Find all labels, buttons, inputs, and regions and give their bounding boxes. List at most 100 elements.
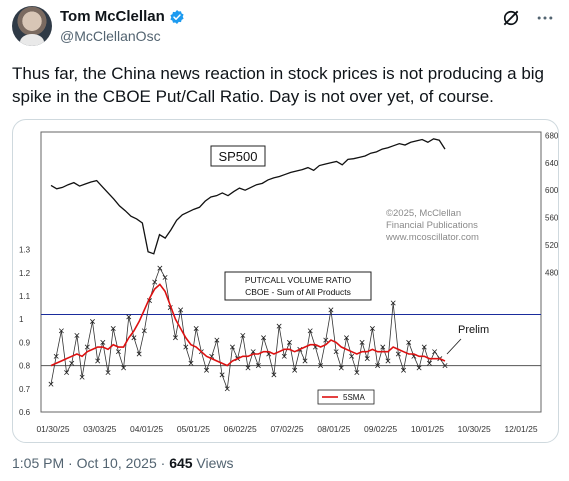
tweet-time[interactable]: 1:05 PM · Oct 10, 2025 · — [12, 455, 170, 471]
put-call-marker — [276, 323, 282, 329]
left-axis-tick-label: 1.2 — [19, 269, 31, 278]
right-axis-tick-label: 6800 — [545, 131, 558, 140]
put-call-marker — [255, 363, 261, 369]
x-axis-tick-label: 08/01/25 — [317, 424, 350, 434]
prelim-arrow — [446, 338, 462, 355]
author-name[interactable]: Tom McClellan — [60, 8, 165, 25]
put-call-marker — [131, 335, 137, 341]
sma5-line — [50, 283, 446, 367]
put-call-marker — [401, 367, 407, 373]
views-label: Views — [192, 455, 234, 471]
x-axis-tick-label: 10/30/25 — [458, 424, 491, 434]
put-call-marker — [281, 353, 287, 359]
x-axis-tick-label: 05/01/25 — [177, 424, 210, 434]
x-axis-tick-label: 03/03/25 — [83, 424, 116, 434]
put-call-marker — [121, 365, 127, 371]
put-call-marker — [390, 300, 396, 306]
x-axis-tick-label: 04/01/25 — [130, 424, 163, 434]
put-call-marker — [115, 349, 121, 355]
x-axis-tick-label: 06/02/25 — [224, 424, 257, 434]
put-call-marker — [172, 335, 178, 341]
x-axis-tick-label: 12/01/25 — [504, 424, 537, 434]
put-call-marker — [74, 332, 80, 338]
put-call-marker — [105, 370, 111, 376]
put-call-marker — [224, 386, 230, 392]
copyright-line-2: Financial Publications — [386, 220, 478, 231]
put-call-marker — [344, 335, 349, 341]
chart-image[interactable]: 1.3 1.2 1.1 1 0.9 0.8 0.7 0.6 6800 6400 6000 5600 52… — [12, 119, 559, 443]
put-call-marker — [69, 360, 75, 366]
put-call-marker — [307, 328, 313, 334]
left-axis-tick-label: 1.1 — [19, 292, 31, 301]
put-call-marker — [432, 349, 438, 355]
put-call-marker — [126, 314, 132, 320]
put-call-marker — [219, 372, 225, 378]
left-axis-tick-label: 1.3 — [19, 246, 31, 255]
copyright-line-3: www.mcoscillator.com — [385, 232, 479, 243]
put-call-marker — [89, 319, 95, 325]
put-call-marker — [178, 307, 184, 313]
x-axis-tick-label: 09/02/25 — [364, 424, 397, 434]
put-call-marker — [416, 365, 422, 371]
left-axis-tick-label: 0.6 — [19, 408, 31, 417]
put-call-marker — [64, 370, 70, 376]
put-call-marker — [261, 335, 267, 341]
legend-box — [317, 389, 375, 405]
put-call-marker — [95, 358, 101, 364]
put-call-marker — [152, 279, 158, 285]
left-axis-tick-label: 0.8 — [19, 362, 31, 371]
put-call-marker — [79, 374, 85, 380]
put-call-marker — [136, 351, 142, 357]
panel-title-box — [224, 271, 372, 301]
put-call-marker — [380, 344, 386, 350]
right-axis-tick-label: 5200 — [545, 241, 558, 250]
legend-label: 5SMA — [343, 393, 365, 402]
x-axis-tick-label: 07/02/25 — [270, 424, 303, 434]
put-call-marker — [421, 344, 427, 350]
put-call-marker — [286, 339, 292, 345]
right-axis-tick-label: 5600 — [545, 214, 558, 223]
put-call-marker — [100, 339, 106, 345]
right-axis-tick-label: 6400 — [545, 159, 558, 168]
panel-title-line-2: CBOE - Sum of All Products — [245, 287, 351, 297]
author-handle[interactable]: @McClellanOsc — [60, 28, 161, 44]
put-call-marker — [328, 307, 334, 313]
put-call-marker — [442, 363, 448, 369]
put-call-marker — [141, 328, 147, 334]
put-call-marker — [395, 351, 401, 357]
left-axis-tick-label: 0.9 — [19, 338, 31, 347]
put-call-marker — [214, 337, 220, 343]
put-call-marker — [406, 339, 412, 345]
put-call-marker — [157, 265, 163, 271]
put-call-marker — [349, 353, 355, 359]
put-call-marker — [58, 328, 64, 334]
put-call-marker — [53, 353, 59, 359]
put-call-marker — [364, 356, 370, 362]
avatar[interactable] — [12, 6, 52, 46]
put-call-marker — [359, 339, 365, 345]
put-call-marker — [193, 325, 199, 331]
sp500-label-box — [210, 145, 266, 167]
put-call-marker — [110, 325, 116, 331]
left-axis-tick-label: 0.7 — [19, 385, 31, 394]
put-call-marker — [369, 325, 375, 331]
put-call-marker — [204, 367, 210, 373]
put-call-marker — [354, 370, 360, 376]
verified-badge-icon — [170, 9, 184, 24]
left-axis-tick-label: 1 — [19, 315, 24, 324]
put-call-marker — [240, 332, 246, 338]
grok-icon[interactable] — [501, 8, 521, 33]
tweet-text: Thus far, the China news reaction in sto… — [12, 64, 545, 106]
put-call-marker — [245, 365, 251, 371]
put-call-marker — [333, 349, 339, 355]
put-call-marker — [84, 344, 90, 350]
author-name-row[interactable]: Tom McClellan — [60, 8, 185, 25]
put-call-marker — [375, 363, 381, 369]
views-count: 645 — [169, 455, 193, 471]
prelim-label: Prelim — [458, 324, 489, 336]
copyright-line-1: ©2025, McClellan — [386, 208, 461, 219]
put-call-marker — [385, 358, 391, 364]
more-icon[interactable] — [535, 8, 555, 33]
sp500-label: SP500 — [218, 149, 257, 164]
